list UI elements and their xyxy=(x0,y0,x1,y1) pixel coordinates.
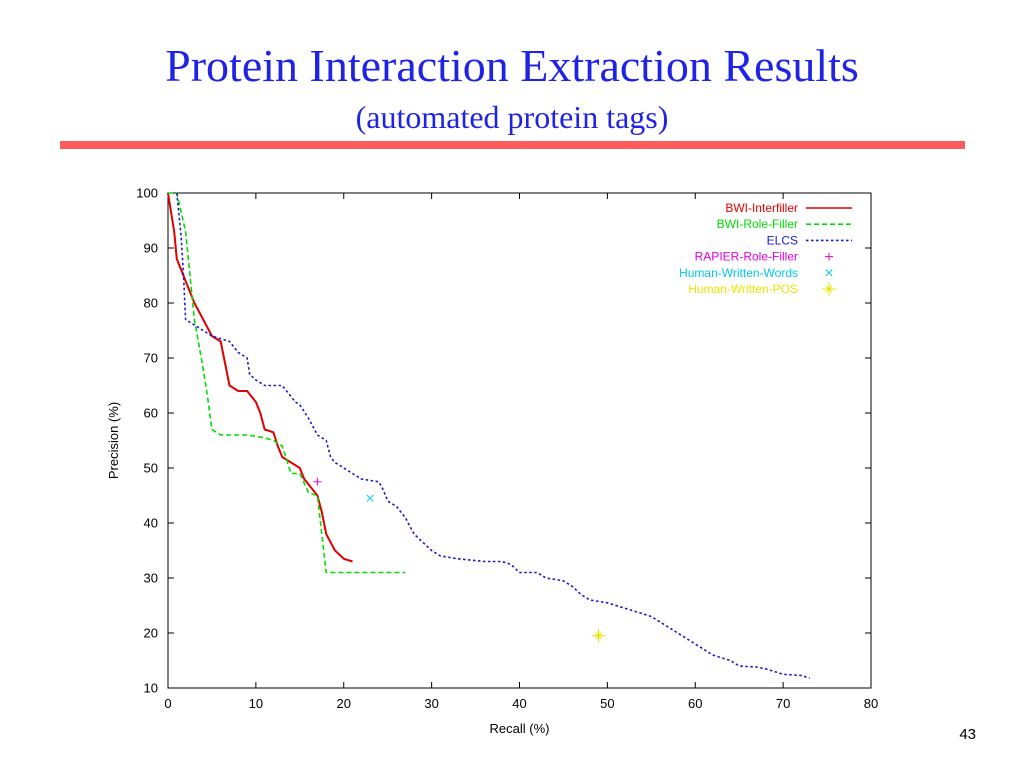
x-tick-label: 0 xyxy=(164,696,171,711)
legend-marker-human-written-words xyxy=(825,269,833,277)
series-elcs xyxy=(176,192,810,679)
y-tick-label: 100 xyxy=(136,186,158,201)
legend-label-human-written-words: Human-Written-Words xyxy=(679,266,798,280)
x-tick-label: 30 xyxy=(424,696,438,711)
title-divider xyxy=(60,141,965,149)
legend-marker-human-written-pos xyxy=(822,282,836,296)
point-rapier-role-filler xyxy=(313,477,322,486)
legend-label-elcs: ELCS xyxy=(767,233,798,247)
x-tick-label: 10 xyxy=(249,696,263,711)
y-axis-label: Precision (%) xyxy=(106,402,121,479)
legend-label-rapier-role-filler: RAPIER-Role-Filler xyxy=(695,250,798,264)
legend-label-human-written-pos: Human-Written-POS xyxy=(688,282,798,296)
page-number: 43 xyxy=(959,726,976,743)
legend-label-bwi-interfiller: BWI-Interfiller xyxy=(725,201,798,215)
legend: BWI-Interfiller BWI-Role-Filler ELCS RAPIER… xyxy=(679,201,852,296)
x-tick-label: 70 xyxy=(776,696,790,711)
x-tick-label: 50 xyxy=(600,696,614,711)
y-tick-label: 40 xyxy=(144,516,158,531)
y-tick-label: 30 xyxy=(144,571,158,586)
legend-marker-rapier-role-filler xyxy=(825,252,833,261)
y-tick-label: 10 xyxy=(144,681,158,696)
y-tick-label: 90 xyxy=(144,241,158,256)
point-human-written-pos xyxy=(591,628,606,643)
x-tick-label: 40 xyxy=(512,696,526,711)
series-bwi-interfiller xyxy=(167,192,353,563)
slide-subtitle: (automated protein tags) xyxy=(355,99,669,135)
y-tick-label: 70 xyxy=(144,351,158,366)
x-tick-label: 80 xyxy=(864,696,878,711)
slide-title: Protein Interaction Extraction Results xyxy=(165,40,859,91)
y-tick-label: 20 xyxy=(144,626,158,641)
axes: 0 10 20 30 40 50 60 70 80 10 20 30 40 50 60 70 80 90 100 Re… xyxy=(106,186,878,737)
y-tick-label: 50 xyxy=(144,461,158,476)
series-bwi-role-filler xyxy=(168,192,406,574)
series-layer xyxy=(167,192,810,679)
y-tick-label: 60 xyxy=(144,406,158,421)
y-tick-label: 80 xyxy=(144,296,158,311)
x-tick-label: 60 xyxy=(688,696,702,711)
point-human-written-words xyxy=(366,494,374,502)
x-axis-label: Recall (%) xyxy=(490,721,550,736)
legend-label-bwi-role-filler: BWI-Role-Filler xyxy=(717,217,798,231)
x-tick-label: 20 xyxy=(337,696,351,711)
